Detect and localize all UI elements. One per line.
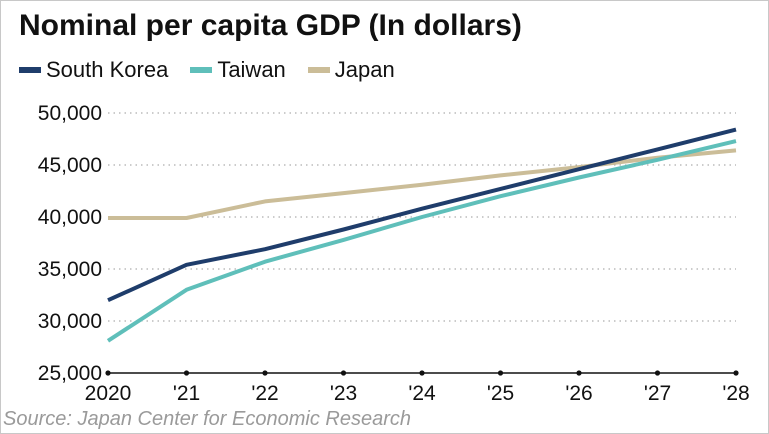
chart-title: Nominal per capita GDP (In dollars)	[19, 9, 522, 42]
legend-label-taiwan: Taiwan	[217, 57, 286, 82]
x-tick-label: 2020	[85, 382, 132, 405]
y-tick-label: 45,000	[38, 154, 102, 177]
legend-item-taiwan: Taiwan	[190, 57, 286, 83]
legend-swatch-taiwan	[190, 67, 213, 73]
legend-item-japan: Japan	[307, 57, 395, 83]
series-line-south-korea	[107, 127, 737, 303]
x-tick-label: '28	[722, 382, 749, 405]
x-tick-mark	[654, 370, 661, 376]
x-tick-mark	[419, 370, 425, 376]
x-tick-mark	[733, 370, 739, 376]
x-tick-label: '23	[330, 382, 357, 405]
y-tick-label: 30,000	[38, 310, 102, 333]
x-tick-label: '27	[644, 382, 671, 405]
x-tick-mark	[576, 370, 582, 376]
x-tick-mark	[262, 370, 268, 376]
x-tick-label: '22	[251, 382, 278, 405]
source-note: Source: Japan Center for Economic Resear…	[3, 408, 411, 430]
x-tick-mark	[183, 370, 190, 376]
legend-label-south-korea: South Korea	[46, 57, 169, 82]
chart-legend: South Korea Taiwan Japan	[19, 57, 395, 83]
x-tick-label: '24	[408, 382, 436, 405]
x-tick-label: '21	[173, 382, 200, 405]
legend-swatch-japan	[307, 67, 330, 73]
legend-swatch-south-korea	[19, 67, 41, 73]
x-tick-mark	[340, 370, 347, 376]
x-tick-label: '25	[487, 382, 514, 405]
y-tick-label: 25,000	[38, 362, 102, 385]
legend-label-japan: Japan	[334, 57, 395, 82]
series-line-taiwan	[106, 139, 737, 343]
x-tick-mark	[497, 370, 504, 376]
y-tick-label: 35,000	[38, 258, 102, 281]
y-tick-label: 50,000	[38, 102, 102, 125]
x-tick-label: '26	[565, 382, 592, 405]
x-tick-mark	[105, 370, 111, 376]
legend-item-south-korea: South Korea	[19, 57, 168, 83]
series-line-japan	[108, 148, 737, 220]
y-tick-label: 40,000	[38, 206, 102, 229]
